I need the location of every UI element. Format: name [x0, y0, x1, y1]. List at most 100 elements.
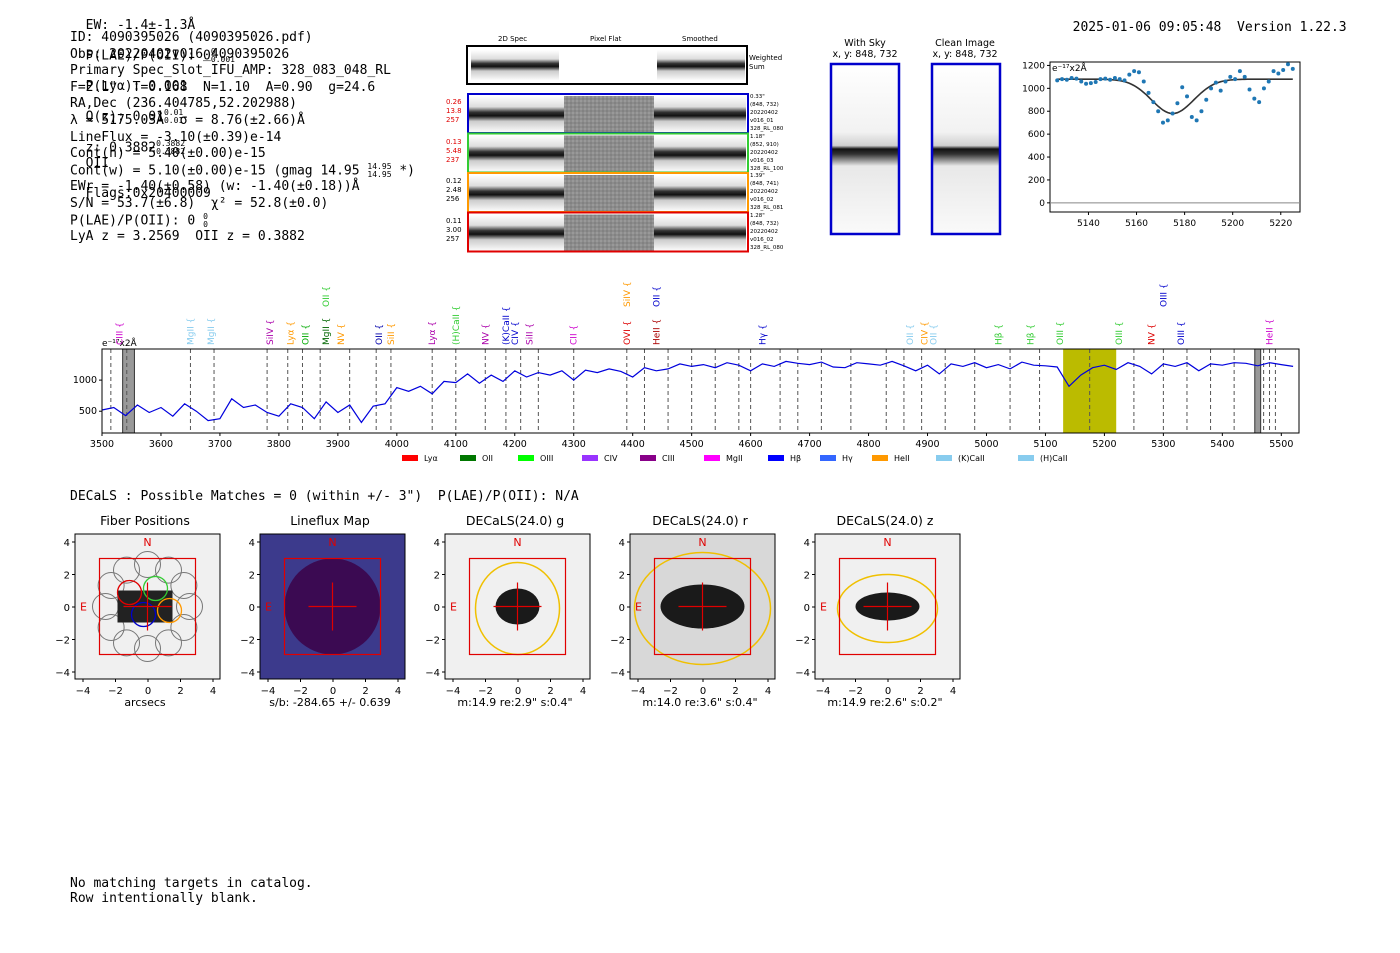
fit-point [1170, 111, 1175, 116]
fit-point [1228, 74, 1233, 79]
row-meta-line: (852, 910) [750, 141, 779, 148]
spec-xtick-label: 4500 [680, 439, 704, 450]
panel-xtick-label: −2 [848, 686, 863, 697]
legend-swatch [640, 455, 656, 461]
fit-point [1281, 68, 1286, 73]
spec-xtick-label: 3600 [149, 439, 173, 450]
fit-point [1156, 109, 1161, 114]
row-smoothed [654, 175, 746, 211]
line-label: SiII { [387, 323, 397, 345]
row-smoothed [654, 135, 746, 172]
legend-swatch [936, 455, 952, 461]
panel-ytick-label: 4 [804, 538, 810, 549]
fit-xtick-label: 5200 [1221, 219, 1244, 229]
full-spectrum-chart: e⁻¹⁷x2Å 500 1000 3500 3600 3700 3800 3900 4000 41… [73, 281, 1300, 463]
fiber-circle [170, 614, 198, 641]
panel-xlabel: arcsecs [124, 696, 166, 709]
row-frame [467, 211, 749, 253]
info-obs: Obs: 20220402v016_4090395026 [70, 46, 290, 62]
fit-ytick-label: 400 [1028, 153, 1045, 163]
panel-ytick-label: 0 [619, 603, 625, 614]
spec-ytick-label: 1000 [73, 375, 97, 386]
row-meta-line: (848, 741) [750, 181, 779, 187]
row-stat: 5.48 [446, 146, 462, 155]
line-label: (K)CaII { [502, 306, 512, 345]
fit-point [1084, 81, 1089, 86]
z-line: OII [85, 156, 110, 171]
info-plae-sup: 0 [203, 211, 208, 221]
line-label: Hβ { [1027, 324, 1037, 345]
row-stat: 0.11 [446, 216, 462, 225]
fiber-circle [97, 572, 125, 599]
line-label: CII { [570, 325, 580, 345]
panel-xtick-label: 4 [395, 686, 401, 697]
line-label: HeII { [1266, 319, 1276, 345]
panel-ytick-label: −2 [240, 636, 255, 647]
line-label: CIV { [921, 321, 931, 345]
legend-swatch [704, 455, 720, 461]
fit-ytick-label: 600 [1028, 130, 1045, 140]
legend-label: CIII [662, 454, 675, 463]
fit-point [1069, 76, 1074, 81]
panel-xtick-label: −4 [261, 686, 276, 697]
compass-e: E [635, 601, 642, 614]
panel-xtick-label: −2 [293, 686, 308, 697]
cutout-panel: 2D Spec Pixel Flat Smoothed Weighted Sum… [440, 32, 800, 257]
search-box [98, 557, 197, 656]
panel-xlabel: s/b: -284.65 +/- 0.639 [269, 696, 391, 709]
clean-image [930, 62, 1002, 236]
row-meta-line: 328_RL_080 [750, 126, 784, 132]
compass-e: E [265, 601, 272, 614]
panel-xtick-label: 0 [885, 686, 891, 697]
line-label: OII { [375, 324, 385, 345]
row-pixelflat [564, 135, 654, 172]
fit-point [1194, 118, 1199, 123]
col-header-pixelflat: Pixel Flat [590, 35, 622, 43]
spec-xtick-label: 4200 [503, 439, 527, 450]
panel-xtick-label: 2 [547, 686, 553, 697]
panel-ytick-label: 2 [249, 571, 255, 582]
compass-e: E [80, 601, 87, 614]
row-meta: 1.39" (848, 741) 20220402 v016_02 328_RL_081 [750, 172, 783, 212]
row-meta: 1.28" (848, 732) 20220402 v016_02 328_RL_080 [750, 212, 783, 252]
ew-value: EW: -1.4±-1.3Å [85, 18, 196, 33]
row-stat: 237 [446, 155, 460, 164]
fit-point [1218, 88, 1223, 93]
fit-point [1257, 100, 1262, 105]
info-sn: S/N = 53.7(±6.8) χ² = 52.8(±0.0) [70, 195, 329, 211]
plae-header: P(LAE)/P(OII): 0 [85, 48, 211, 64]
panel-ytick-label: 4 [249, 538, 255, 549]
header-right: 2025-01-06 09:05:48 Version 1.22.3 [1057, 5, 1347, 35]
fit-ytick-label: 1000 [1022, 84, 1045, 94]
fit-point [1141, 79, 1146, 84]
row-meta-line: v016_02 [750, 197, 774, 203]
fit-point [1088, 81, 1093, 86]
spec-xtick-label: 5400 [1210, 439, 1234, 450]
panel-title: Fiber Positions [100, 513, 190, 528]
decals-panel-z: DECaLS(24.0) z m:14.9 re:2.6" s:0.2" N E 4 2 0… [780, 510, 965, 710]
aperture-ellipse [836, 573, 939, 644]
decals-panel-fibers: Fiber Positions arcsecs N E 4 2 0 −2 −4 −4 −2 0 2 4 [40, 510, 225, 710]
row-stats: 0.26 13.8 257 [446, 98, 462, 125]
spec-xtick-label: 3800 [267, 439, 291, 450]
footer-line1: No matching targets in catalog. [70, 876, 313, 891]
compass-e: E [820, 601, 827, 614]
legend-label: CIV [604, 454, 618, 463]
row-meta-line: (848, 732) [750, 220, 779, 227]
line-label: SiII { [526, 323, 536, 345]
line-label: (H)CaII { [452, 306, 462, 346]
panel-title: DECaLS(24.0) g [465, 513, 565, 528]
spec-xtick-label: 4700 [797, 439, 821, 450]
panel-ytick-label: −4 [610, 668, 625, 679]
fit-point [1223, 79, 1228, 84]
line-label: SiIV { [266, 319, 276, 345]
plae-sub: 0.001 [210, 55, 235, 64]
panel-ytick-label: −2 [55, 636, 70, 647]
fit-point [1108, 77, 1113, 82]
legend-swatch [1018, 455, 1034, 461]
fit-point [1209, 86, 1214, 91]
contw-sub: 14.95 [367, 169, 392, 179]
row-smoothed [654, 96, 746, 132]
legend-swatch [402, 455, 418, 461]
